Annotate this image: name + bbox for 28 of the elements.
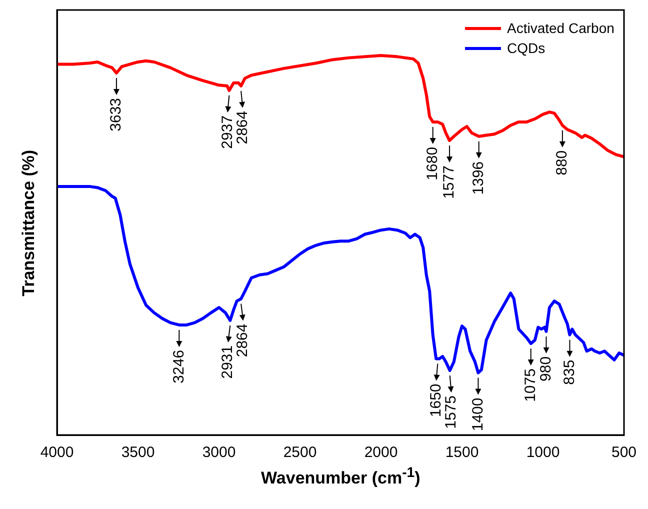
- legend-label: Activated Carbon: [507, 20, 614, 36]
- annotation: 1400: [469, 398, 486, 432]
- x-tick-label: 1500: [445, 444, 479, 462]
- annotation: 2931: [219, 345, 236, 379]
- annotation: 2864: [234, 110, 251, 144]
- x-tick-label: 500: [611, 444, 637, 462]
- annotation: 1650: [427, 384, 444, 418]
- annotation: 1075: [522, 368, 539, 402]
- y-axis-title: Transmittance (%): [19, 149, 40, 296]
- x-axis-title: Wavenumber (cm$^{-1}$): [261, 465, 420, 489]
- annotation: 1680: [424, 146, 441, 180]
- annotation: 2937: [218, 115, 236, 149]
- x-tick-label: 2500: [283, 444, 317, 462]
- annotation: 1577: [440, 166, 458, 199]
- annotation: 2864: [234, 324, 252, 358]
- annotation: 1575: [442, 395, 460, 429]
- x-tick-label: 4000: [40, 444, 74, 462]
- annotation: 3246: [170, 350, 188, 384]
- annotation: 1396: [470, 161, 487, 195]
- x-tick-label: 2000: [364, 444, 398, 462]
- annotation: 3633: [108, 98, 125, 132]
- annotation: 880: [554, 150, 571, 176]
- x-tick-label: 3500: [121, 444, 155, 462]
- legend-label: CQDs: [507, 40, 546, 56]
- annotation: 835: [560, 360, 578, 385]
- x-tick-label: 3000: [202, 444, 236, 462]
- x-tick-label: 1000: [526, 444, 560, 462]
- annotation: 980: [537, 356, 554, 382]
